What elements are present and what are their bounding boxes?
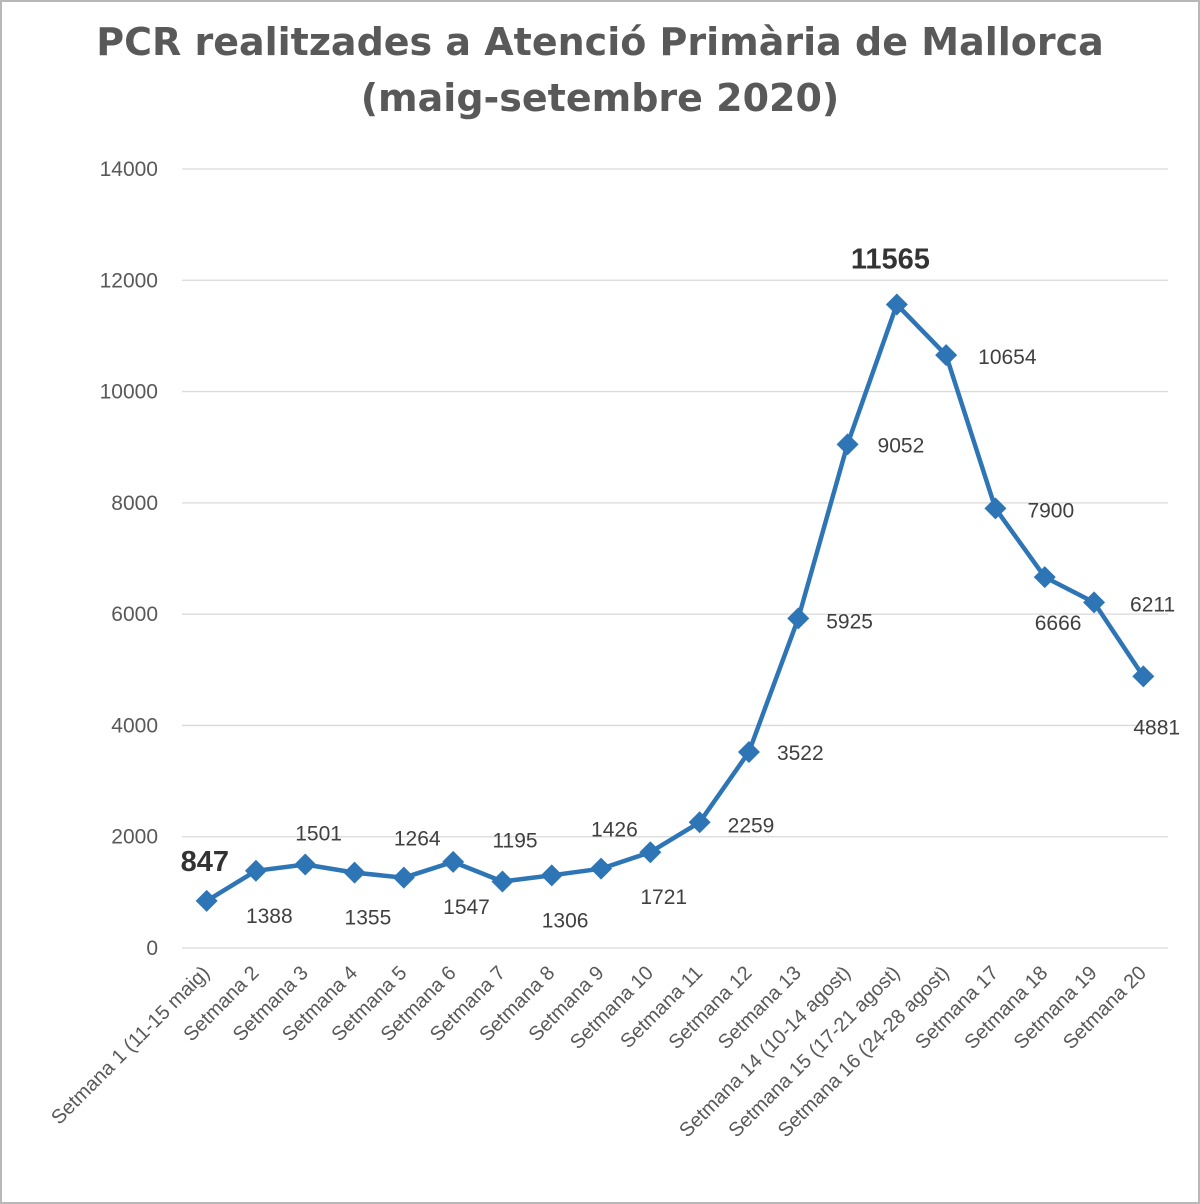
gridlines [182, 168, 1168, 949]
data-point-marker [590, 857, 613, 880]
data-label: 847 [181, 846, 229, 878]
data-label: 3522 [777, 742, 824, 765]
data-label: 6666 [1035, 612, 1082, 635]
y-tick-label: 2000 [111, 826, 158, 849]
data-labels: 847 1388 1501 1355 1264 1547 1195 1306 1426 1721 2… [181, 243, 1180, 932]
data-label: 7900 [1027, 499, 1074, 522]
y-tick-label: 6000 [111, 603, 158, 626]
y-tick-label: 12000 [100, 269, 158, 292]
data-label: 1501 [295, 822, 342, 845]
y-tick-label: 4000 [111, 714, 158, 737]
y-tick-label: 0 [146, 937, 158, 960]
data-point-marker [491, 870, 514, 893]
data-point-marker [1033, 566, 1056, 589]
chart-title-line-2: (maig-setembre 2020) [360, 76, 840, 120]
data-point-marker [244, 859, 267, 882]
chart-title-line-1: PCR realitzades a Atenció Primària de Ma… [96, 20, 1104, 64]
data-point-marker [294, 853, 317, 876]
data-point-marker [737, 741, 760, 764]
data-point-marker [442, 850, 465, 873]
data-point-marker [343, 861, 366, 884]
data-point-marker [639, 841, 662, 864]
series-pcr [195, 293, 1155, 912]
data-label: 1426 [591, 819, 638, 842]
data-point-marker [984, 497, 1007, 520]
data-point-marker [885, 293, 908, 316]
data-point-marker [392, 866, 415, 889]
data-label: 4881 [1133, 716, 1180, 739]
data-label: 5925 [826, 610, 873, 633]
y-axis: 0 2000 4000 6000 8000 10000 12000 14000 [100, 158, 158, 960]
data-point-marker [787, 607, 810, 630]
data-label: 10654 [978, 346, 1037, 369]
data-label: 1306 [542, 909, 589, 932]
data-point-marker [935, 344, 958, 367]
data-label: 1355 [345, 907, 392, 930]
data-point-marker [688, 811, 711, 834]
data-label: 11565 [851, 243, 930, 275]
series-line [205, 302, 1146, 903]
data-point-marker [836, 433, 859, 456]
data-label: 6211 [1130, 593, 1175, 616]
data-label: 9052 [878, 434, 925, 457]
data-label: 2259 [728, 814, 775, 837]
data-label: 1721 [640, 886, 687, 909]
data-label: 1547 [443, 896, 490, 919]
data-point-marker [1083, 591, 1106, 614]
data-label: 1264 [394, 828, 441, 851]
data-label: 1195 [492, 830, 537, 853]
y-tick-label: 8000 [111, 492, 158, 515]
y-tick-label: 14000 [100, 158, 158, 181]
chart-title: PCR realitzades a Atenció Primària de Ma… [0, 14, 1200, 126]
data-label: 1388 [246, 905, 293, 928]
data-point-marker [195, 889, 218, 912]
x-tick-label: Setmana 1 (11-15 maig) [47, 962, 214, 1129]
y-tick-label: 10000 [100, 381, 158, 404]
data-point-marker [1132, 665, 1155, 688]
data-point-marker [540, 864, 563, 887]
